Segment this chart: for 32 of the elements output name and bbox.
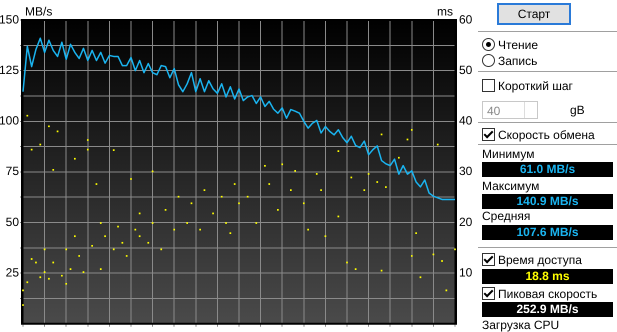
y2-axis-title: ms (437, 4, 453, 18)
start-button: Старт (497, 3, 571, 25)
y2-tick-label: 10 (459, 265, 473, 280)
y2-tick-label: 50 (459, 62, 473, 77)
readout-field: 107.6 MB/s (482, 225, 613, 240)
text: Максимум (482, 179, 540, 193)
y2-tick-label: 60 (459, 12, 473, 26)
y-tick-label: 125 (0, 62, 20, 77)
text: Чтение (498, 38, 538, 52)
y-tick-label: 50 (6, 214, 20, 229)
readout-field: 18.8 ms (482, 269, 613, 284)
text: gB (570, 103, 585, 117)
text: Скорость обмена (498, 128, 595, 142)
readout-field: 252.9 MB/s (482, 302, 613, 317)
y-tick-label: 75 (6, 164, 20, 178)
y2-tick-label: 40 (459, 114, 473, 128)
readout-field: 140.9 MB/s (482, 194, 613, 209)
y-tick-label: 100 (0, 114, 20, 128)
number-field: 40 (482, 101, 538, 119)
text: Время доступа (498, 253, 582, 267)
text: Средняя (482, 209, 530, 223)
text: Загрузка CPU (482, 318, 560, 332)
y-tick-label: 25 (6, 265, 20, 280)
text: Запись (498, 54, 538, 68)
readout-field: 61.0 MB/s (482, 162, 613, 177)
y2-tick-label: 30 (459, 164, 473, 178)
y-tick-label: 150 (0, 12, 20, 26)
y-axis-title: MB/s (25, 4, 52, 18)
text: Минимум (482, 147, 535, 161)
text: Короткий шаг (498, 79, 573, 93)
y2-tick-label: 20 (459, 214, 473, 229)
text: Пиковая скорость (498, 287, 598, 301)
